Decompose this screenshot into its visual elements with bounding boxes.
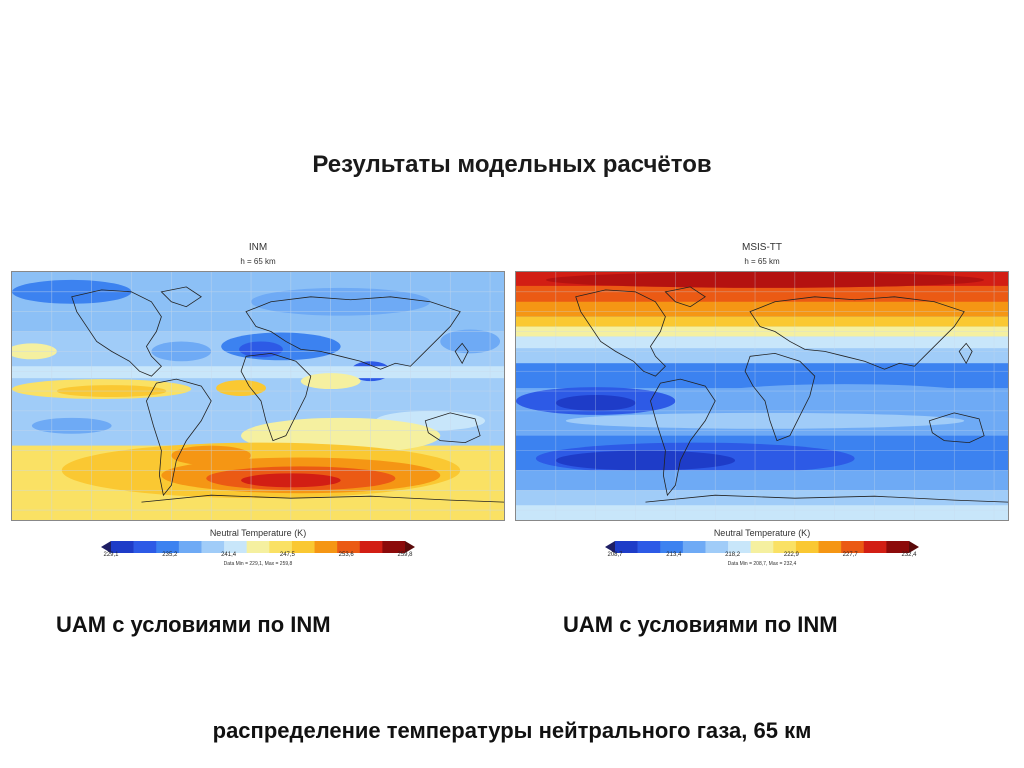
tick-label: 213,4: [666, 552, 682, 558]
colorbar-swatch: [750, 541, 774, 553]
caption-left: UAM с условиями по INM: [56, 612, 331, 637]
colorbar-swatch: [291, 541, 315, 553]
slide-footer: распределение температуры нейтрального г…: [212, 718, 812, 743]
colorbar-max-arrow: [909, 541, 919, 553]
colorbar-swatch: [863, 541, 887, 553]
slide-title: Результаты модельных расчётов: [312, 151, 712, 178]
colorbar-msis: [605, 541, 919, 553]
colorbar-swatch: [224, 541, 247, 553]
colorbar-swatch: [886, 541, 910, 553]
colorbar-title: Neutral Temperature (K): [713, 528, 811, 538]
tick-label: 235,2: [162, 552, 178, 558]
map-subtitle: h = 65 km: [744, 257, 780, 266]
temperature-map-msis: [515, 271, 1009, 521]
colorbar-swatch: [201, 541, 225, 553]
colorbar-swatch: [111, 541, 134, 553]
map-panel-msis: MSIS-TT h = 65 km: [515, 238, 1009, 570]
temperature-map-inm: [11, 271, 505, 521]
tick-label: 218,2: [725, 552, 741, 558]
tick-label: 241,4: [221, 552, 237, 558]
colorbar-swatch: [246, 541, 270, 553]
colorbar-swatch: [359, 541, 383, 553]
colorbar-ticks: 229,1 235,2 241,4 247,5 253,6 259,8: [103, 552, 412, 562]
tick-label: 208,7: [607, 552, 623, 558]
tick-label: 222,9: [783, 552, 799, 558]
tick-label: 259,8: [397, 552, 413, 558]
tick-label: 229,1: [103, 552, 119, 558]
colorbar-swatch: [818, 541, 842, 553]
colorbar-swatch: [133, 541, 157, 553]
colorbar-swatch: [637, 541, 661, 553]
colorbar-swatch: [728, 541, 751, 553]
colorbar-swatch: [795, 541, 819, 553]
map-title: MSIS-TT: [742, 242, 782, 253]
caption-right: UAM с условиями по INM: [563, 612, 838, 637]
colorbar-swatch: [660, 541, 684, 553]
colorbar-swatch: [682, 541, 706, 553]
colorbar-min-arrow: [101, 541, 111, 553]
tick-label: 227,7: [842, 552, 858, 558]
tick-label: 232,4: [901, 552, 917, 558]
colorbar-swatch: [178, 541, 202, 553]
colorbar-swatch: [156, 541, 180, 553]
map-panel-inm: INM h = 65 km: [11, 238, 505, 570]
colorbar-max-arrow: [405, 541, 415, 553]
tick-label: 247,5: [279, 552, 295, 558]
colorbar-swatch: [382, 541, 406, 553]
colorbar-swatch: [841, 541, 865, 553]
map-subtitle: h = 65 km: [240, 257, 276, 266]
colorbar-title: Neutral Temperature (K): [209, 528, 307, 538]
map-title: INM: [248, 242, 268, 253]
colorbar-swatch: [705, 541, 729, 553]
data-range-label: Data Min = 229,1, Max = 259,8: [223, 561, 293, 567]
colorbar-swatch: [773, 541, 797, 553]
colorbar-swatch: [615, 541, 638, 553]
data-range-label: Data Min = 208,7, Max = 232,4: [727, 561, 797, 567]
colorbar-swatch: [269, 541, 293, 553]
tick-label: 253,6: [338, 552, 354, 558]
colorbar-inm: [101, 541, 415, 553]
colorbar-swatch: [337, 541, 361, 553]
colorbar-swatch: [314, 541, 338, 553]
colorbar-ticks: 208,7 213,4 218,2 222,9 227,7 232,4: [607, 552, 916, 562]
colorbar-min-arrow: [605, 541, 615, 553]
